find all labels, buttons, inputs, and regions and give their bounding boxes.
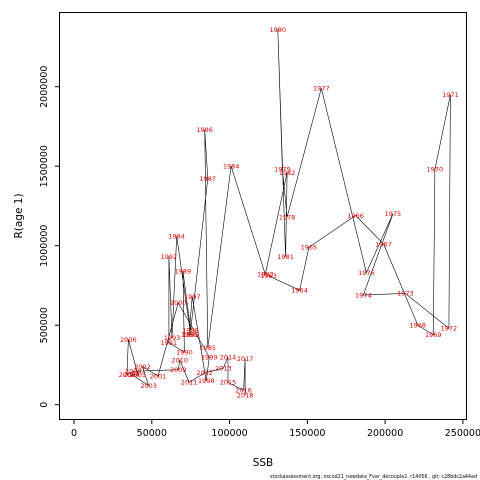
point-label-2017: 2017 [237, 355, 254, 363]
point-label-2006: 2006 [120, 336, 137, 344]
point-label-2003: 2003 [140, 382, 157, 390]
point-label-2005: 2005 [130, 371, 147, 379]
point-label-1994: 1994 [168, 232, 185, 240]
point-label-1968: 1968 [410, 321, 427, 329]
x-tick-label: 200000 [367, 428, 403, 439]
x-tick-label: 50000 [137, 428, 167, 439]
point-label-1993: 1993 [164, 334, 181, 342]
point-label-1988: 1988 [182, 326, 199, 334]
y-axis-title: R(age 1) [13, 193, 25, 238]
point-label-2018: 2018 [237, 391, 254, 399]
point-label-1981: 1981 [277, 253, 294, 261]
y-tick-label: 1500000 [39, 145, 50, 187]
point-label-1979: 1979 [274, 166, 291, 174]
point-label-1980: 1980 [270, 26, 287, 34]
point-label-1998: 1998 [198, 377, 215, 385]
x-axis-title: SSB [253, 457, 274, 469]
y-tick-label: 1000000 [39, 225, 50, 267]
point-label-1975: 1975 [385, 210, 402, 218]
x-tick-label: 150000 [289, 428, 325, 439]
point-label-1978: 1978 [279, 213, 296, 221]
point-label-1970: 1970 [427, 166, 444, 174]
point-label-1991: 1991 [161, 339, 178, 347]
point-label-2010: 2010 [172, 356, 189, 364]
point-label-2004: 2004 [123, 371, 140, 379]
point-label-1995: 1995 [182, 331, 199, 339]
point-label-1969: 1969 [425, 331, 442, 339]
point-label-2011: 2011 [181, 379, 198, 387]
point-label-2001: 2001 [150, 372, 167, 380]
y-tick-label: 2000000 [39, 66, 50, 108]
point-label-1984: 1984 [223, 163, 240, 171]
point-label-1982: 1982 [279, 169, 296, 177]
point-label-1999: 1999 [201, 353, 218, 361]
point-label-2007: 2007 [119, 371, 136, 379]
y-tick-label: 500000 [39, 307, 50, 343]
point-label-2015: 2015 [220, 379, 237, 387]
point-label-1972: 1972 [441, 325, 458, 333]
x-axis: 0 50000 100000 150000 200000 250000 [71, 419, 480, 439]
point-label-2013: 2013 [215, 364, 232, 372]
point-label-1986: 1986 [196, 126, 213, 134]
point-label-2009: 2009 [170, 366, 187, 374]
point-label-1976: 1976 [358, 269, 375, 277]
x-tick-label: 0 [71, 428, 77, 439]
footer-credit: stockassessment.org, nscod21_newdata_Fva… [270, 474, 477, 480]
y-tick-label: 0 [39, 402, 50, 408]
point-label-1977: 1977 [313, 85, 330, 93]
point-label-1967: 1967 [375, 240, 392, 248]
point-label-1965: 1965 [301, 244, 318, 252]
point-label-1983: 1983 [257, 271, 274, 279]
point-labels: 1963 1964 1965 1966 1967 1968 1969 1970 1971 1972… [119, 26, 459, 400]
plot-frame [59, 12, 467, 420]
point-label-2016: 2016 [235, 387, 252, 395]
point-label-1964: 1964 [291, 287, 308, 295]
point-label-1996: 1996 [181, 331, 198, 339]
x-tick-label: 100000 [211, 428, 247, 439]
series-line [126, 29, 451, 396]
x-tick-label: 250000 [445, 428, 480, 439]
point-label-1974: 1974 [355, 291, 372, 299]
point-label-1973: 1973 [397, 290, 414, 298]
point-label-2012: 2012 [196, 369, 213, 377]
point-label-1992: 1992 [161, 253, 178, 261]
y-axis: 0 500000 1000000 1500000 2000000 [39, 66, 60, 408]
point-label-1987: 1987 [200, 175, 217, 183]
point-label-2000: 2000 [170, 299, 187, 307]
point-label-2014: 2014 [220, 353, 237, 361]
point-label-1985: 1985 [200, 344, 217, 352]
point-label-1989: 1989 [175, 267, 192, 275]
point-label-2008: 2008 [125, 368, 142, 376]
point-label-1997: 1997 [184, 293, 201, 301]
point-label-1971: 1971 [442, 91, 459, 99]
point-label-1963: 1963 [260, 272, 277, 280]
point-label-1990: 1990 [176, 349, 193, 357]
point-label-1966: 1966 [347, 212, 364, 220]
point-label-2002: 2002 [134, 363, 151, 371]
